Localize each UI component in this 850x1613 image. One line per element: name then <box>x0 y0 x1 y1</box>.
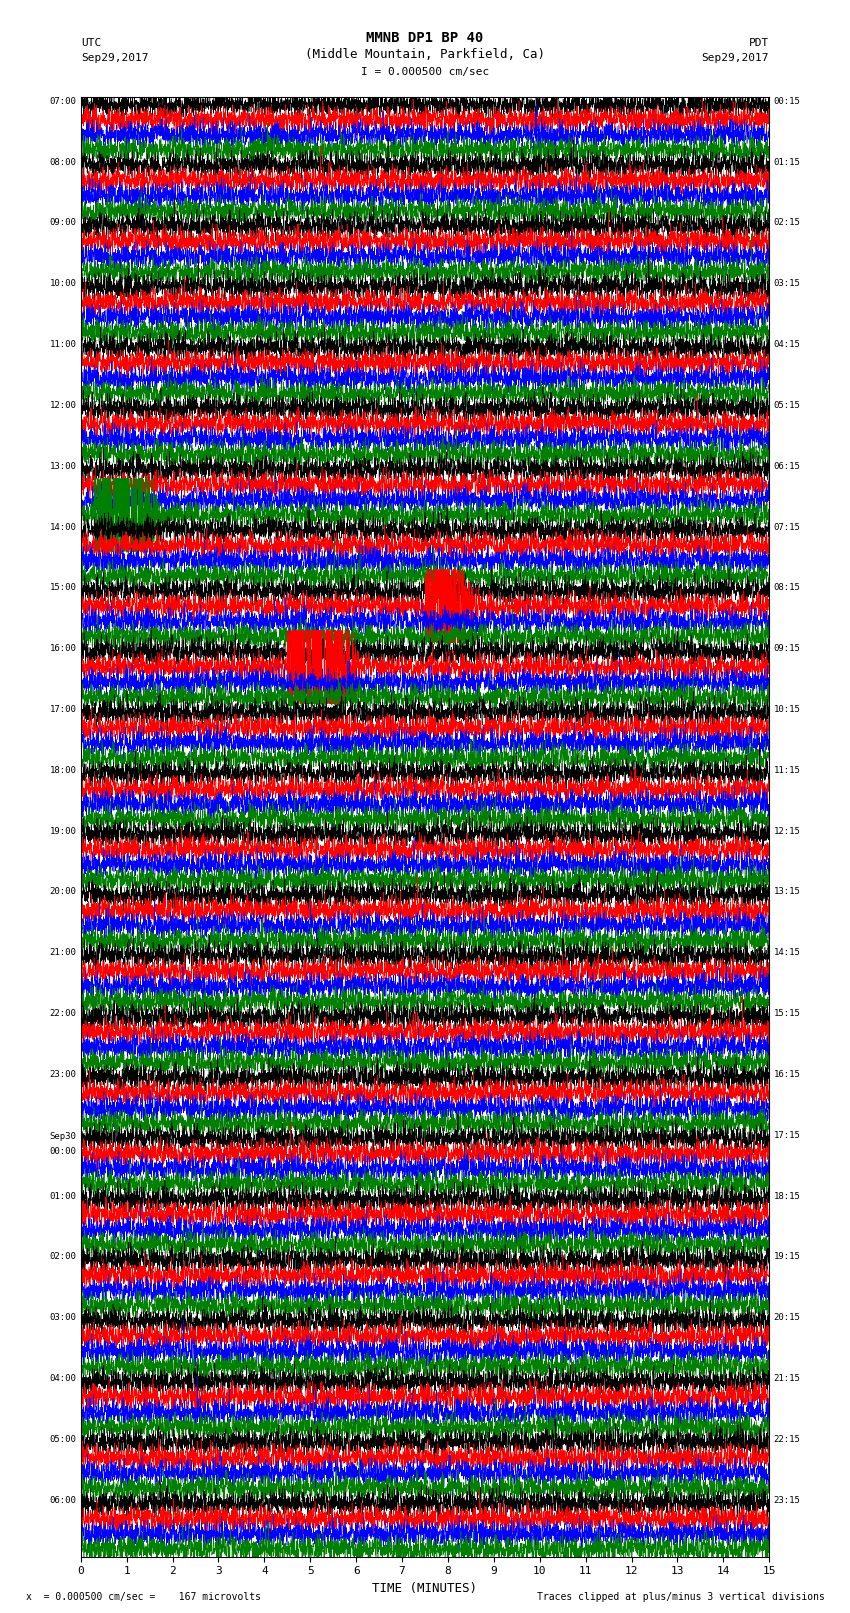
Text: 18:00: 18:00 <box>49 766 76 774</box>
Text: 23:00: 23:00 <box>49 1069 76 1079</box>
Text: 19:15: 19:15 <box>774 1252 801 1261</box>
Text: 01:00: 01:00 <box>49 1192 76 1200</box>
Text: 07:00: 07:00 <box>49 97 76 106</box>
Text: 12:15: 12:15 <box>774 826 801 836</box>
Text: x  = 0.000500 cm/sec =    167 microvolts: x = 0.000500 cm/sec = 167 microvolts <box>26 1592 260 1602</box>
Text: 17:00: 17:00 <box>49 705 76 715</box>
Text: 06:15: 06:15 <box>774 461 801 471</box>
Text: (Middle Mountain, Parkfield, Ca): (Middle Mountain, Parkfield, Ca) <box>305 48 545 61</box>
Text: 16:15: 16:15 <box>774 1069 801 1079</box>
Text: 21:00: 21:00 <box>49 948 76 957</box>
Text: Traces clipped at plus/minus 3 vertical divisions: Traces clipped at plus/minus 3 vertical … <box>536 1592 824 1602</box>
Text: I = 0.000500 cm/sec: I = 0.000500 cm/sec <box>361 68 489 77</box>
Text: 22:00: 22:00 <box>49 1010 76 1018</box>
Text: 00:15: 00:15 <box>774 97 801 106</box>
Text: 09:15: 09:15 <box>774 644 801 653</box>
Text: 11:15: 11:15 <box>774 766 801 774</box>
Text: 00:00: 00:00 <box>49 1147 76 1157</box>
Text: 08:00: 08:00 <box>49 158 76 166</box>
X-axis label: TIME (MINUTES): TIME (MINUTES) <box>372 1582 478 1595</box>
Text: Sep30: Sep30 <box>49 1132 76 1142</box>
Text: 15:00: 15:00 <box>49 584 76 592</box>
Text: 15:15: 15:15 <box>774 1010 801 1018</box>
Text: UTC: UTC <box>81 39 101 48</box>
Text: 02:15: 02:15 <box>774 218 801 227</box>
Text: 06:00: 06:00 <box>49 1495 76 1505</box>
Text: 03:00: 03:00 <box>49 1313 76 1323</box>
Text: 16:00: 16:00 <box>49 644 76 653</box>
Text: PDT: PDT <box>749 39 769 48</box>
Text: 07:15: 07:15 <box>774 523 801 532</box>
Text: 11:00: 11:00 <box>49 340 76 348</box>
Text: 21:15: 21:15 <box>774 1374 801 1382</box>
Text: 04:15: 04:15 <box>774 340 801 348</box>
Text: 05:15: 05:15 <box>774 402 801 410</box>
Text: 09:00: 09:00 <box>49 218 76 227</box>
Text: 17:15: 17:15 <box>774 1131 801 1140</box>
Text: 13:00: 13:00 <box>49 461 76 471</box>
Text: 18:15: 18:15 <box>774 1192 801 1200</box>
Text: 23:15: 23:15 <box>774 1495 801 1505</box>
Text: 14:00: 14:00 <box>49 523 76 532</box>
Text: 22:15: 22:15 <box>774 1436 801 1444</box>
Text: 04:00: 04:00 <box>49 1374 76 1382</box>
Text: 05:00: 05:00 <box>49 1436 76 1444</box>
Text: 01:15: 01:15 <box>774 158 801 166</box>
Text: 12:00: 12:00 <box>49 402 76 410</box>
Text: Sep29,2017: Sep29,2017 <box>702 53 769 63</box>
Text: 10:15: 10:15 <box>774 705 801 715</box>
Text: 19:00: 19:00 <box>49 826 76 836</box>
Text: 10:00: 10:00 <box>49 279 76 289</box>
Text: 14:15: 14:15 <box>774 948 801 957</box>
Text: 02:00: 02:00 <box>49 1252 76 1261</box>
Text: MMNB DP1 BP 40: MMNB DP1 BP 40 <box>366 31 484 45</box>
Text: 08:15: 08:15 <box>774 584 801 592</box>
Text: 20:15: 20:15 <box>774 1313 801 1323</box>
Text: Sep29,2017: Sep29,2017 <box>81 53 148 63</box>
Text: 20:00: 20:00 <box>49 887 76 897</box>
Text: 13:15: 13:15 <box>774 887 801 897</box>
Text: 03:15: 03:15 <box>774 279 801 289</box>
